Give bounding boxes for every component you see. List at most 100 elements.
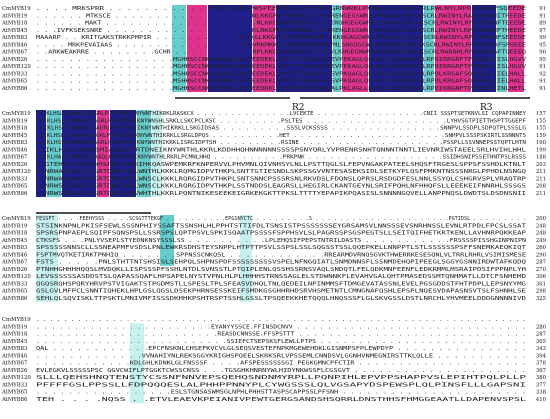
conservation-shade-low-similarity — [36, 215, 58, 302]
sequence-name: AtMYB18 — [1, 332, 28, 338]
sequence-residues: . . . . MRKSPRR . . . . . . . . . . . DS… — [36, 6, 526, 12]
sequence-position: 211 — [536, 176, 546, 182]
alignment-row: AtMYB45 . . .IVFKSEKSNRE . . . . . . . . … — [1, 28, 546, 34]
sequence-residues: . . . . . . . . . . . .KDLGHLKDNKLGLFNSS… — [36, 361, 526, 367]
sequence-position: 280 — [536, 324, 547, 330]
sequence-residues: . . . . . . . . . . . . . . . . . . . . … — [36, 324, 526, 330]
sequence-name: AtMYB120 — [1, 169, 31, 175]
sequence-residues: STSINKNPNLPKISFSEWLSSSNPHIYSSAFTSSNSHLHL… — [36, 223, 527, 229]
sequence-position: 378 — [536, 361, 547, 367]
conservation-shade-high-similarity — [253, 5, 275, 92]
sequence-name: AtMYB83 — [1, 140, 27, 146]
conservation-shade-identical — [110, 110, 136, 197]
sequence-name: AtMYB33 — [1, 382, 27, 388]
alignment-row: AtMYB46 LIIKLHSLLGNKWSMIAARLPGRTDNEIKNYWN… — [1, 147, 547, 153]
sequence-name: AtMYB120 — [1, 274, 31, 280]
sequence-position: 200 — [536, 216, 547, 222]
sequence-name: AtMYB65 — [1, 184, 27, 190]
sequence-residues: LIIKLHSLLGNKWSLIAGRLPGRTDNEIKNYWNTHIKRKL… — [36, 133, 526, 139]
sequence-name: AtMYB65 — [1, 79, 27, 85]
alignment-row: AtMYB18 SPSRSPNPAEPLSQIPFSQNSPSLLSSRSPSLQ… — [1, 231, 547, 237]
sequence-residues: LGNRWSQIAARLPGRTDNEIKNVWHTHLKKRLPQNTNIKE… — [36, 191, 526, 197]
sequence-position: 377 — [536, 382, 546, 388]
conservation-shade-identical — [276, 5, 332, 92]
sequence-name: AtMYB86 — [1, 296, 28, 302]
sequence-position: 394 — [536, 353, 547, 359]
conservation-shade-high-similarity — [435, 5, 471, 92]
sequence-name: AtMYB45 — [1, 28, 27, 34]
sequence-name: AtMYB67 — [1, 50, 27, 56]
alignment-row: AtMYB120 . . . . . . . . . . . . . . . . … — [1, 64, 546, 70]
sequence-position: 92 — [539, 71, 546, 77]
conservation-shade-low-similarity — [152, 110, 162, 197]
sequence-position: 155 — [536, 118, 546, 124]
sequence-position: 325 — [536, 296, 546, 302]
sequence-residues: SLLLQEHSHNQTENSTYCSSNFNNVEPSQEHQSNDNMYRP… — [36, 375, 526, 381]
sequence-position: 211 — [536, 191, 546, 197]
alignment-row: AtMYB18 . . . . . . MAKT . . . . . . . . … — [1, 21, 547, 27]
alignment-row: AtMYB86 SEHLQLSQVISKLTTPSKTLMNIVMFISSSDKH… — [1, 296, 546, 302]
alignment-row: AtMYB120 LGNRWAAIASQLPGRTDNEIKNLWNTHLKKKL… — [1, 169, 546, 175]
alignment-row: AtMYB45 LIIKLHSLLGNKWSLIAGRLPGRTDNEIKNYWN… — [1, 133, 547, 139]
sequence-residues: CTKSFS . . .PNLYVSEPLSTYEDNKNSYSSSLSS . … — [36, 238, 526, 244]
sequence-residues: MAAARP . . KRITGAKSTRKKPMPIR . . . . . .… — [36, 35, 526, 41]
alignment-row: AtMYB67 LIIKLHALLGNRWSLIAAQLPGRTDNEIKNYWN… — [1, 155, 547, 161]
sequence-name: AtMYB26 — [1, 267, 28, 273]
sequence-name: AtMYB46 — [1, 353, 28, 359]
conservation-shade-high-similarity — [97, 110, 109, 197]
sequence-position: 199 — [536, 147, 547, 153]
sequence-name: AtMYB19 — [1, 223, 28, 229]
sequence-residues: PFFFFGSLPPSSLLFDPQQQESLALPHHPPNNYPLCYWGS… — [36, 382, 526, 388]
region-label-r3: R3 — [480, 103, 493, 113]
sequence-position: 380 — [536, 375, 547, 381]
sequence-residues: SPSRSPNPAEPLSQIPFSQNSPSLLSSRSPSLQPTPSVLS… — [36, 231, 526, 237]
alignment-row: AtMYB46 FSPTMVQTKETIRKTPNHIQ . . . . . . … — [1, 252, 547, 258]
sequence-position: 89 — [539, 21, 546, 27]
sequence-residues: . . . . . . . . . . . . . . . . .MGHHSCC… — [36, 57, 527, 63]
sequence-position: 287 — [536, 260, 546, 266]
sequence-residues: . . . . . . . . . . . . . . . . .ESLSTGN… — [36, 390, 526, 396]
conservation-shade-medium-similarity — [47, 110, 61, 197]
sequence-residues: TEH . . . .NQSS . .ETVLEAEVKPEIANIVPEWTG… — [36, 397, 526, 403]
alignment-row: AtMYB67 . .ARKWEAKRRE . . . . . . . .GCHR… — [1, 50, 547, 56]
alignment-row: AtMYB83 MAAARP . . KRITGAKSTRKKPMPIR . . … — [1, 35, 547, 41]
sequence-position: 367 — [536, 368, 546, 374]
sequence-residues: . . . . . . . . . . . . . . . . .MSHHSCC… — [36, 79, 526, 85]
sequence-name: AtMYB33 — [1, 71, 27, 77]
sequence-position: 91 — [539, 79, 546, 85]
sequence-name: AtMYB26 — [1, 368, 28, 374]
alignment-row: CmMYB19 . . . . . . . . . . . . . . . . .… — [2, 317, 526, 323]
sequence-residues: LVIKLHSLLGNRWSLIAGRLPGRTDNEIKNYWNSHLSRKL… — [36, 118, 526, 124]
alignment-row: AtMYB33 PFFFFGSLPPSSLLFDPQQQESLALPHHPPNNY… — [1, 382, 546, 388]
alignment-row: AtMYB67 . . . . . . . . . . . .KDLGHLKDNK… — [1, 361, 547, 367]
sequence-name: AtMYB65 — [1, 390, 27, 396]
alignment-row: AtMYB83 LIIKLHSLLGNKWSLIAGRLPGRTDNEIKNYWN… — [1, 140, 547, 146]
sequence-position: 99 — [539, 35, 546, 41]
conservation-shade-high-similarity — [342, 5, 368, 92]
sequence-name: AtMYB83 — [1, 346, 27, 352]
sequence-name: AtMYB19 — [1, 324, 28, 330]
sequence-name: AtMYB45 — [1, 133, 27, 139]
sequence-residues: LIIKLHSLLGNKWSLIAGRLPGRTDNEIKNYWNTHIKRKL… — [36, 126, 526, 132]
sequence-name: AtMYB26 — [1, 57, 28, 63]
sequence-position: 305 — [536, 339, 546, 345]
sequence-name: AtMYB86 — [1, 191, 28, 197]
alignment-row: AtMYB33 QGQSRQHSPQRYHRVPSTVIGAKTSTPGDMSTL… — [1, 281, 546, 287]
sequence-residues: . . . . MRKPEVAIAAS . . . . . . . . . . … — [36, 42, 526, 48]
conservation-shade-low-similarity — [130, 323, 144, 403]
sequence-residues: LIIKLHSLLGNKWSLIAGRLPGRTDNEIKNYWNTHIKRKL… — [36, 140, 526, 146]
sequence-residues: . . . . . . MTKSCE . . . . . . . . . . .… — [36, 13, 526, 19]
sequence-position: 91 — [539, 13, 546, 19]
alignment-row: AtMYB46 . . . . . . . . . . . . .VVNAHIYN… — [1, 353, 547, 359]
sequence-name: AtMYB19 — [1, 118, 28, 124]
sequence-residues: FSTS . . . . .PNLSTHTTNTSHSISLSEHPQLSHPN… — [36, 260, 526, 266]
sequence-name: AtMYB19 — [1, 13, 28, 19]
sequence-name: AtMYB120 — [1, 375, 31, 381]
sequence-residues: LGNRWAQIAAQLPGRTDNEIKNLWNSCLKKKLRQRGIDPV… — [36, 176, 526, 182]
sequence-position: 203 — [536, 162, 546, 168]
conservation-shade-identical — [472, 5, 496, 92]
alignment-row: AtMYB19 . . . . . . MTKSCE . . . . . . . … — [1, 13, 546, 19]
alignment-row: AtMYB26 PTNHHGHHHHQQSLMVDQKLLISPSSSPFSSHL… — [1, 267, 547, 273]
conservation-shade-medium-similarity — [160, 215, 174, 266]
sequence-name: AtMYB83 — [1, 245, 27, 251]
